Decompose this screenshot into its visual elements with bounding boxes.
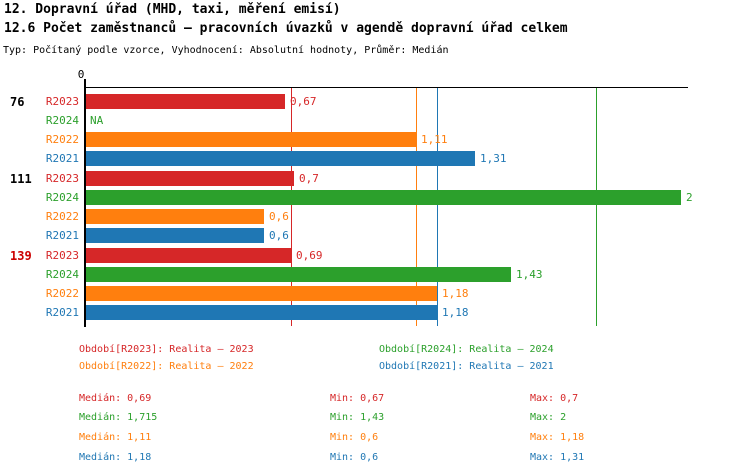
bar-r2021 — [86, 151, 475, 166]
bar-r2024 — [86, 267, 511, 282]
legend-item-r2022: Období[R2022]: Realita – 2022 — [79, 361, 254, 372]
stat-median-r2022: Medián: 1,11 — [79, 432, 152, 443]
stat-median-r2024: Medián: 1,715 — [79, 412, 158, 423]
bar-value-label: 2 — [686, 191, 693, 204]
stat-min-r2021: Min: 0,6 — [330, 452, 379, 463]
bar-value-label: 1,18 — [442, 287, 469, 300]
stat-median-r2021: Medián: 1,18 — [79, 452, 152, 463]
legend-item-r2024: Období[R2024]: Realita – 2024 — [379, 344, 554, 355]
series-label-r2023: R2023 — [45, 172, 79, 185]
series-label-r2023: R2023 — [45, 95, 79, 108]
indicator-meta: Typ: Počítaný podle vzorce, Vyhodnocení:… — [3, 45, 449, 56]
series-label-r2022: R2022 — [45, 210, 79, 223]
bar-r2021 — [86, 228, 264, 243]
bar-r2023 — [86, 248, 291, 263]
y-axis-line — [84, 79, 86, 327]
legend-item-r2021: Období[R2021]: Realita – 2021 — [379, 361, 554, 372]
legend-item-r2023: Období[R2023]: Realita – 2023 — [79, 344, 254, 355]
bar-value-label: 0,7 — [299, 172, 319, 185]
group-label: 111 — [10, 172, 32, 186]
x-axis-zero-tick-label: 0 — [77, 68, 85, 81]
series-label-r2024: R2024 — [45, 268, 79, 281]
chapter-title: 12. Dopravní úřad (MHD, taxi, měření emi… — [4, 2, 341, 17]
series-label-r2021: R2021 — [45, 152, 79, 165]
bar-r2024 — [86, 190, 681, 205]
series-label-r2024: R2024 — [45, 191, 79, 204]
bar-value-label: 0,67 — [290, 95, 317, 108]
bar-value-label: 1,18 — [442, 306, 469, 319]
series-label-r2021: R2021 — [45, 306, 79, 319]
bar-r2022 — [86, 286, 437, 301]
stat-median-r2023: Medián: 0,69 — [79, 393, 152, 404]
bar-value-label: 0,69 — [296, 249, 323, 262]
stat-min-r2024: Min: 1,43 — [330, 412, 385, 423]
median-line-r2024 — [596, 88, 597, 326]
bar-value-label: 0,6 — [269, 210, 289, 223]
median-line-r2022 — [416, 88, 417, 326]
median-line-r2021 — [437, 88, 438, 326]
plot-top-line — [84, 87, 688, 88]
bar-value-label: 1,11 — [421, 133, 448, 146]
series-label-r2024: R2024 — [45, 114, 79, 127]
stat-max-r2021: Max: 1,31 — [530, 452, 585, 463]
bar-r2022 — [86, 132, 416, 147]
stat-max-r2022: Max: 1,18 — [530, 432, 585, 443]
bar-value-label: 1,43 — [516, 268, 543, 281]
series-label-r2022: R2022 — [45, 287, 79, 300]
bar-r2023 — [86, 94, 285, 109]
stat-min-r2023: Min: 0,67 — [330, 393, 385, 404]
stat-min-r2022: Min: 0,6 — [330, 432, 379, 443]
series-label-r2022: R2022 — [45, 133, 79, 146]
bar-r2022 — [86, 209, 264, 224]
group-label: 76 — [10, 95, 25, 109]
series-label-r2021: R2021 — [45, 229, 79, 242]
bar-value-label: 1,31 — [480, 152, 507, 165]
indicator-title: 12.6 Počet zaměstnanců – pracovních úvaz… — [4, 21, 568, 36]
stat-max-r2024: Max: 2 — [530, 412, 567, 423]
stat-max-r2023: Max: 0,7 — [530, 393, 579, 404]
median-line-r2023 — [291, 88, 292, 326]
bar-r2021 — [86, 305, 437, 320]
group-label: 139 — [10, 249, 32, 263]
series-label-r2023: R2023 — [45, 249, 79, 262]
bar-value-label: 0,6 — [269, 229, 289, 242]
bar-value-label-na: NA — [90, 114, 104, 127]
bar-r2023 — [86, 171, 294, 186]
